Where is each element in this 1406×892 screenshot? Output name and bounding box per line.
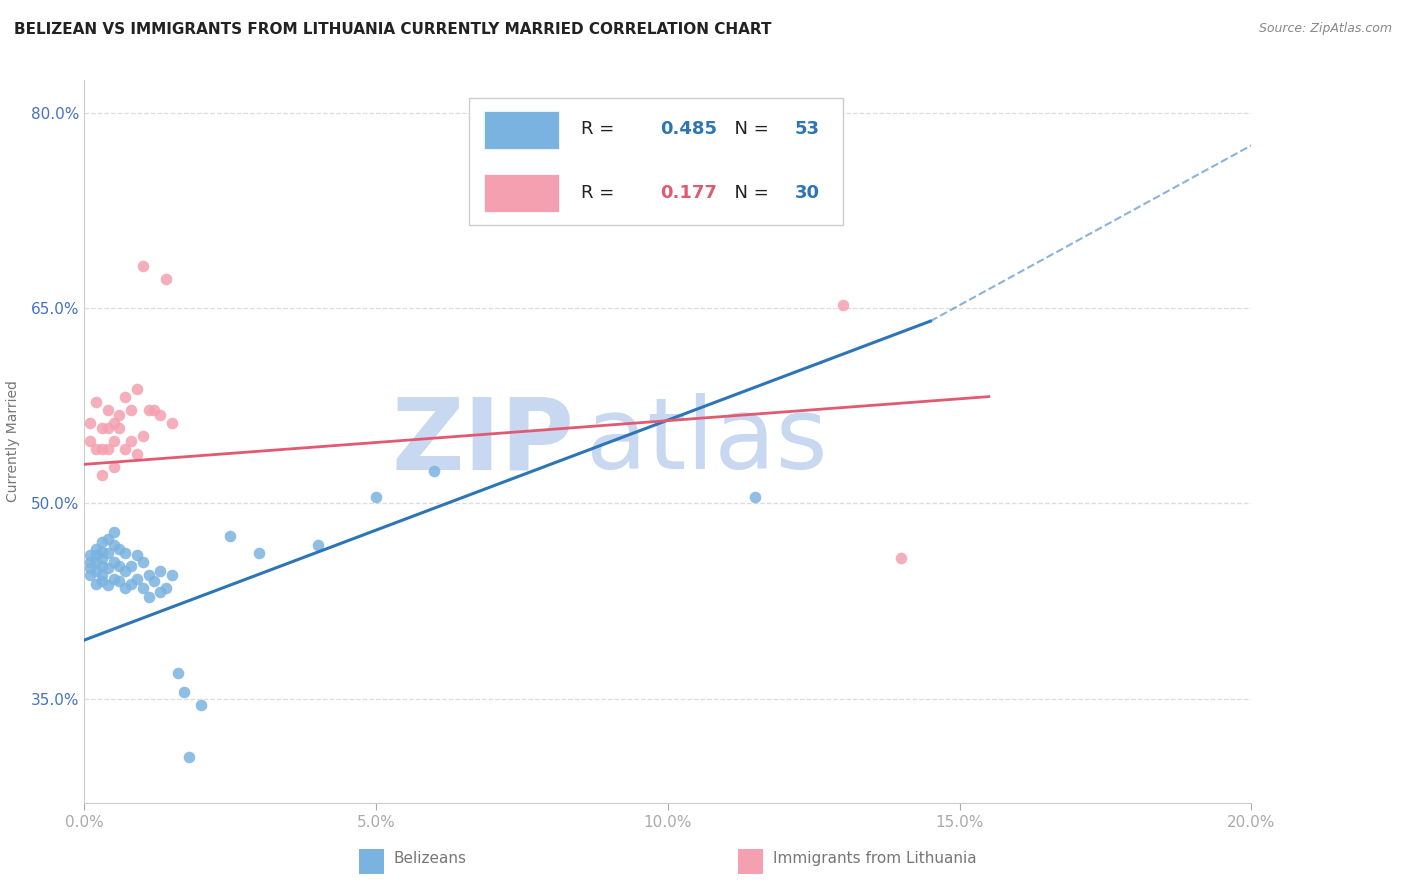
- Point: [155, 272, 177, 286]
- Point: [143, 402, 166, 417]
- Y-axis label: Currently Married: Currently Married: [6, 381, 20, 502]
- Point: [179, 750, 201, 764]
- Point: [90, 568, 112, 582]
- Point: [103, 538, 125, 552]
- Point: [84, 577, 107, 591]
- Point: [103, 459, 125, 474]
- Point: [114, 564, 136, 578]
- Point: [97, 546, 120, 560]
- Point: [108, 408, 131, 422]
- Point: [125, 572, 148, 586]
- Point: [90, 535, 112, 549]
- Point: [79, 434, 101, 448]
- Point: [160, 416, 183, 430]
- Point: [84, 564, 107, 578]
- Text: Immigrants from Lithuania: Immigrants from Lithuania: [773, 852, 977, 866]
- Point: [114, 442, 136, 456]
- Point: [97, 578, 120, 592]
- Point: [138, 590, 160, 604]
- Point: [90, 574, 112, 589]
- Point: [132, 260, 155, 274]
- Point: [97, 561, 120, 575]
- Point: [219, 529, 242, 543]
- Point: [155, 581, 177, 595]
- Point: [79, 549, 101, 563]
- Point: [160, 568, 183, 582]
- Point: [97, 402, 120, 417]
- Point: [97, 421, 120, 435]
- Point: [97, 532, 120, 546]
- Point: [108, 421, 131, 435]
- Point: [103, 572, 125, 586]
- Point: [366, 490, 388, 504]
- Text: Belizeans: Belizeans: [394, 852, 467, 866]
- Point: [90, 467, 112, 482]
- Point: [114, 390, 136, 404]
- Point: [120, 558, 142, 573]
- Point: [84, 555, 107, 569]
- Point: [120, 577, 142, 591]
- Point: [108, 558, 131, 573]
- Point: [90, 442, 112, 456]
- Point: [190, 698, 212, 713]
- Point: [149, 564, 172, 578]
- Point: [114, 581, 136, 595]
- Point: [90, 544, 112, 558]
- Point: [103, 524, 125, 539]
- Point: [307, 538, 329, 552]
- Point: [79, 568, 101, 582]
- Point: [103, 434, 125, 448]
- Point: [120, 434, 142, 448]
- Point: [84, 541, 107, 556]
- Point: [166, 665, 188, 680]
- Point: [125, 382, 148, 396]
- Point: [143, 574, 166, 589]
- Point: [149, 585, 172, 599]
- Point: [138, 568, 160, 582]
- Point: [103, 416, 125, 430]
- Point: [125, 549, 148, 563]
- Point: [249, 546, 271, 560]
- Text: atlas: atlas: [586, 393, 828, 490]
- Text: ZIP: ZIP: [392, 393, 575, 490]
- Text: BELIZEAN VS IMMIGRANTS FROM LITHUANIA CURRENTLY MARRIED CORRELATION CHART: BELIZEAN VS IMMIGRANTS FROM LITHUANIA CU…: [14, 22, 772, 37]
- Point: [657, 203, 679, 218]
- Point: [103, 555, 125, 569]
- Point: [890, 551, 912, 566]
- Point: [120, 402, 142, 417]
- Point: [832, 298, 855, 312]
- Point: [97, 442, 120, 456]
- Point: [132, 555, 155, 569]
- Point: [79, 555, 101, 569]
- Point: [132, 428, 155, 442]
- Point: [132, 581, 155, 595]
- Point: [173, 685, 195, 699]
- Point: [114, 546, 136, 560]
- Point: [423, 464, 446, 478]
- Point: [84, 549, 107, 563]
- Point: [108, 541, 131, 556]
- Point: [79, 561, 101, 575]
- Point: [108, 574, 131, 589]
- Point: [744, 490, 766, 504]
- Point: [90, 421, 112, 435]
- Point: [79, 416, 101, 430]
- Point: [138, 402, 160, 417]
- Point: [84, 442, 107, 456]
- Point: [90, 551, 112, 566]
- Text: Source: ZipAtlas.com: Source: ZipAtlas.com: [1258, 22, 1392, 36]
- Point: [84, 394, 107, 409]
- Point: [90, 558, 112, 573]
- Point: [149, 408, 172, 422]
- Point: [125, 447, 148, 461]
